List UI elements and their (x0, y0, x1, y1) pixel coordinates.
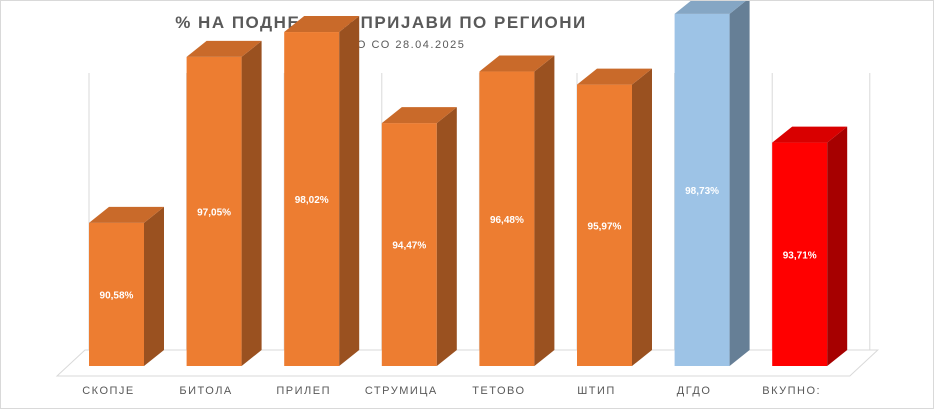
bar-front (381, 123, 437, 366)
bar-front (577, 84, 632, 366)
category-label: ВКУПНО: (762, 385, 821, 397)
bar: 90,58% (89, 206, 164, 366)
data-label: 93,71% (783, 250, 817, 261)
bar-side (534, 55, 555, 367)
data-label: 90,58% (100, 290, 134, 301)
data-label: 96,48% (490, 215, 524, 226)
bar-top (284, 16, 360, 33)
bar-top (577, 68, 652, 85)
bar-top (381, 107, 457, 124)
category-labels: СКОПЈЕ БИТОЛА ПРИЛЕП СТРУМИЦА ТЕТОВО ШТИП ДГДО… (82, 385, 821, 397)
bars: 90,58% 97,05% 98,02% 94,47% 96,48% 95,97% 98,7… (89, 1, 848, 367)
category-label: ТЕТОВО (472, 385, 525, 397)
bar-front (186, 56, 242, 366)
category-label: СТРУМИЦА (365, 385, 438, 397)
category-label: ДГДО (677, 385, 712, 397)
bar-side (144, 206, 164, 366)
bar: 97,05% (186, 40, 262, 366)
bar: 96,48% (479, 55, 555, 367)
bar-side (241, 40, 262, 366)
bar-side (436, 107, 457, 367)
bar: 95,97% (577, 68, 652, 366)
chart-title: % НА ПОДНЕСЕНИ ПРИЈАВИ ПО РЕГИОНИ (175, 13, 587, 32)
chart-floor-outline (55, 349, 880, 377)
bar-front (89, 222, 144, 366)
bar: 98,02% (284, 16, 360, 367)
category-label: ШТИП (577, 385, 616, 397)
bar-side (827, 126, 848, 366)
chart-floor (55, 349, 880, 377)
bar-top (674, 1, 746, 14)
data-label: 98,02% (295, 195, 329, 206)
bar: 94,47% (381, 107, 457, 367)
bar-front (479, 71, 535, 367)
category-label: СКОПЈЕ (82, 385, 135, 397)
bar-side (729, 1, 750, 366)
bar-top (186, 40, 262, 57)
bar-side (632, 68, 652, 366)
bar: 93,71% (772, 126, 848, 366)
data-label: 94,47% (392, 241, 426, 252)
bar-top (479, 55, 555, 72)
category-label: ПРИЛЕП (276, 385, 331, 397)
bar: 98,73% (674, 1, 750, 366)
data-label: 97,05% (197, 207, 231, 218)
bar-front (772, 142, 828, 366)
category-label: БИТОЛА (179, 385, 232, 397)
bar-top (89, 206, 164, 223)
bar-front (284, 32, 340, 367)
data-label: 98,73% (685, 186, 719, 197)
data-label: 95,97% (588, 221, 622, 232)
bar-top (772, 126, 848, 143)
bar-side (339, 16, 360, 367)
bar-front (674, 13, 730, 366)
